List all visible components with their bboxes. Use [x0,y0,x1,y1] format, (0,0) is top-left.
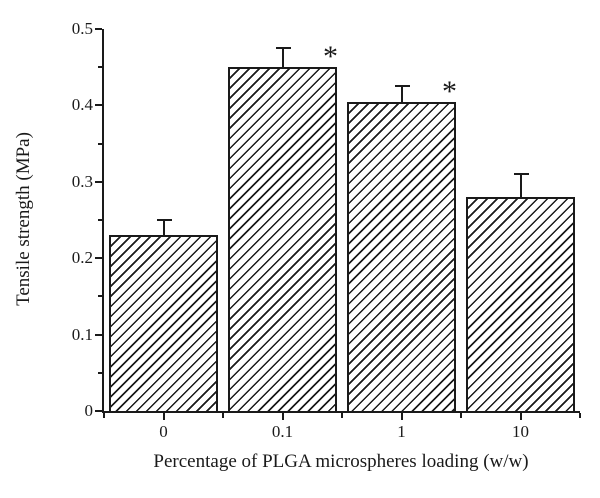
bar [109,235,218,413]
bar [466,197,575,413]
significance-asterisk: * [323,40,338,74]
error-bar-line [400,86,403,102]
y-major-tick [95,333,102,336]
y-tick-label: 0 [84,401,94,420]
x-axis-line [102,411,580,413]
x-tick-label: 1 [397,422,406,441]
x-minor-tick [341,413,343,418]
y-major-tick [95,180,102,183]
x-minor-tick [579,413,581,418]
y-minor-tick [98,219,102,221]
x-tick-label: 0 [159,422,168,441]
error-bar-cap [513,173,529,176]
y-axis-title: Tensile strength (MPa) [13,132,34,306]
x-axis-title: Percentage of PLGA microspheres loading … [153,451,529,472]
x-tick-label: 10 [512,422,529,441]
y-tick-label: 0.1 [71,324,93,344]
x-major-tick [400,413,403,420]
x-minor-tick [460,413,462,418]
error-bar-cap [275,47,291,50]
y-major-tick [95,104,102,107]
y-minor-tick [98,66,102,69]
significance-asterisk: * [442,74,457,108]
y-minor-tick [98,142,102,145]
error-bar-line [162,220,165,236]
y-tick-label: 0.3 [71,171,93,191]
bar [347,101,456,413]
x-minor-tick [222,413,224,418]
error-bar-line [281,48,284,68]
error-bar-cap [394,85,410,88]
y-tick-label: 0.4 [71,95,93,115]
x-tick-label: 0.1 [271,422,294,441]
y-tick-label: 0.2 [71,248,93,268]
x-major-tick [162,413,165,420]
error-bar-line [519,174,522,198]
y-major-tick [95,257,102,260]
x-minor-tick [103,413,105,418]
x-major-tick [519,413,522,420]
y-axis-line [102,29,104,413]
y-major-tick [95,410,102,412]
error-bar-cap [156,219,172,221]
y-minor-tick [98,371,102,374]
y-minor-tick [98,295,102,298]
y-major-tick [95,28,102,30]
x-major-tick [281,413,284,420]
y-tick-label: 0.5 [71,19,93,38]
bar [228,67,337,413]
